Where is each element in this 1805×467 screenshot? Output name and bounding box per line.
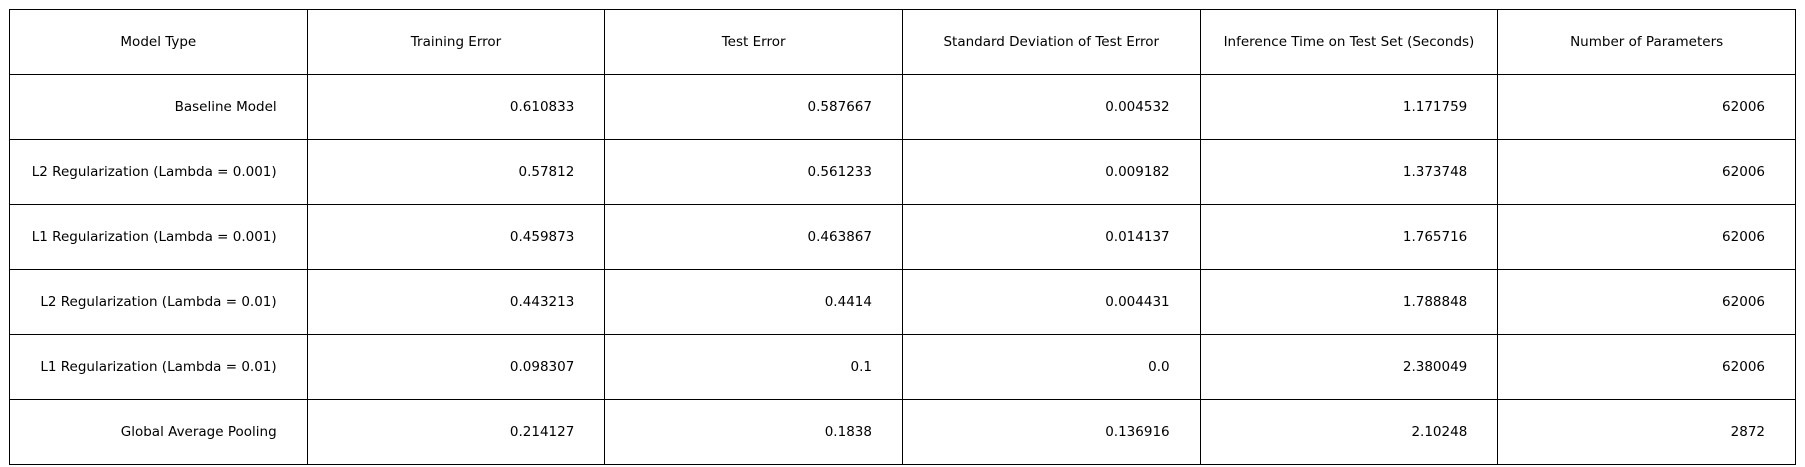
table-cell: 0.561233 (604, 139, 903, 205)
column-header: Standard Deviation of Test Error (901, 9, 1201, 75)
table-body: Baseline Model 0.610833 0.587667 0.004532 1.… (9, 74, 1796, 465)
table-cell: 0.463867 (604, 204, 903, 270)
table-cell: 0.214127 (306, 399, 606, 465)
results-table-container: Model Type Training Error Test Error Standa… (9, 9, 1796, 465)
table-cell: 0.1 (604, 334, 903, 400)
table-row: Global Average Pooling 0.214127 0.1838 0.13… (9, 399, 1796, 465)
header-row: Model Type Training Error Test Error Standa… (9, 9, 1796, 75)
table-cell: 2.380049 (1199, 334, 1499, 400)
table-cell: 1.373748 (1199, 139, 1499, 205)
table-row: Baseline Model 0.610833 0.587667 0.004532 1.… (9, 74, 1796, 140)
table-cell: 0.610833 (306, 74, 606, 140)
table-cell: 0.57812 (306, 139, 606, 205)
table-cell: 1.788848 (1199, 269, 1499, 335)
table-row: L1 Regularization (Lambda = 0.01) 0.09830… (9, 334, 1796, 400)
table-row: L2 Regularization (Lambda = 0.01) 0.44321… (9, 269, 1796, 335)
row-label-cell: Global Average Pooling (9, 399, 308, 465)
table-cell: 0.443213 (306, 269, 606, 335)
table-cell: 0.587667 (604, 74, 903, 140)
row-label-cell: L2 Regularization (Lambda = 0.01) (9, 269, 308, 335)
table-cell: 0.098307 (306, 334, 606, 400)
table-cell: 1.765716 (1199, 204, 1499, 270)
results-table: Model Type Training Error Test Error Standa… (9, 9, 1796, 465)
table-cell: 62006 (1497, 334, 1796, 400)
table-row: L2 Regularization (Lambda = 0.001) 0.5781… (9, 139, 1796, 205)
column-header: Inference Time on Test Set (Seconds) (1199, 9, 1499, 75)
row-label-cell: L2 Regularization (Lambda = 0.001) (9, 139, 308, 205)
table-cell: 62006 (1497, 74, 1796, 140)
table-cell: 0.4414 (604, 269, 903, 335)
row-label-cell: L1 Regularization (Lambda = 0.001) (9, 204, 308, 270)
table-cell: 0.009182 (901, 139, 1201, 205)
column-header: Number of Parameters (1497, 9, 1796, 75)
row-label-cell: L1 Regularization (Lambda = 0.01) (9, 334, 308, 400)
column-header: Training Error (306, 9, 606, 75)
table-cell: 0.004431 (901, 269, 1201, 335)
table-cell: 2.10248 (1199, 399, 1499, 465)
table-header: Model Type Training Error Test Error Standa… (9, 9, 1796, 75)
table-cell: 0.004532 (901, 74, 1201, 140)
table-cell: 0.014137 (901, 204, 1201, 270)
table-cell: 1.171759 (1199, 74, 1499, 140)
table-cell: 0.136916 (901, 399, 1201, 465)
column-header: Test Error (604, 9, 903, 75)
table-cell: 0.459873 (306, 204, 606, 270)
table-cell: 0.1838 (604, 399, 903, 465)
table-row: L1 Regularization (Lambda = 0.001) 0.4598… (9, 204, 1796, 270)
column-header: Model Type (9, 9, 308, 75)
row-label-cell: Baseline Model (9, 74, 308, 140)
table-cell: 62006 (1497, 269, 1796, 335)
table-cell: 0.0 (901, 334, 1201, 400)
table-cell: 62006 (1497, 204, 1796, 270)
table-cell: 62006 (1497, 139, 1796, 205)
table-cell: 2872 (1497, 399, 1796, 465)
